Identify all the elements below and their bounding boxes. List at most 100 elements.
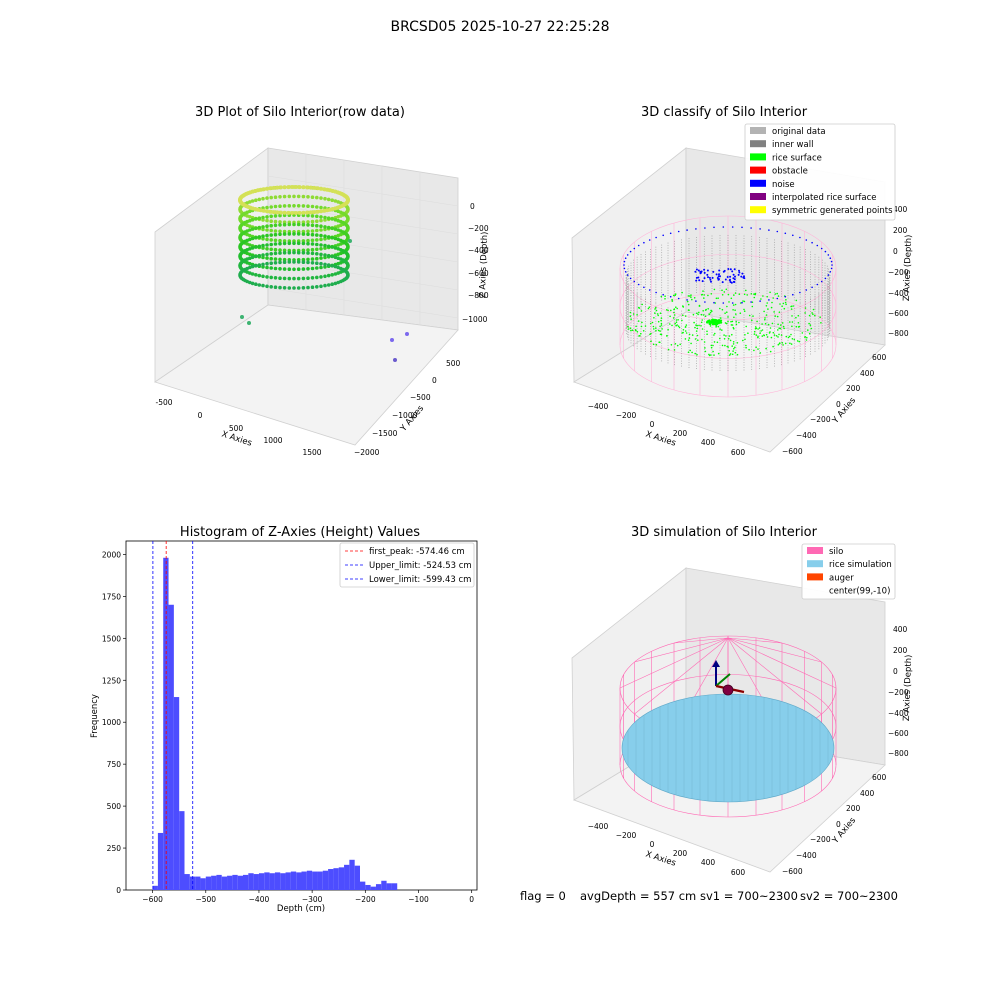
simulation-rice-surface xyxy=(621,693,835,803)
raw-point xyxy=(296,250,301,255)
raw-point xyxy=(254,282,258,287)
raw-xtick: 1500 xyxy=(302,448,321,457)
raw-point xyxy=(265,224,269,228)
raw-point xyxy=(323,253,327,257)
rice-surface-point xyxy=(690,294,692,296)
noise-point xyxy=(776,297,779,300)
rice-surface-point xyxy=(657,320,660,323)
noise-point xyxy=(704,227,706,229)
raw-point xyxy=(301,251,306,255)
rice-surface-point xyxy=(781,305,783,308)
raw-point xyxy=(301,194,306,199)
raw-point xyxy=(315,233,319,237)
raw-point xyxy=(319,218,323,223)
raw-point xyxy=(315,195,319,200)
raw-point xyxy=(257,273,262,278)
rice-surface-point xyxy=(748,314,751,317)
raw-point xyxy=(282,194,287,199)
histogram-bar xyxy=(227,875,233,890)
noise-point xyxy=(637,244,640,247)
raw-point xyxy=(278,260,282,265)
raw-point xyxy=(310,266,315,271)
raw-point xyxy=(250,281,255,286)
raw-point xyxy=(319,186,323,191)
raw-point xyxy=(269,223,274,228)
raw-point xyxy=(336,224,341,228)
noise-point xyxy=(703,268,706,271)
raw-point xyxy=(326,216,331,220)
raw-point xyxy=(282,210,287,215)
raw-point xyxy=(306,213,310,218)
raw-point xyxy=(336,233,341,238)
rice-surface-point xyxy=(637,320,640,322)
raw-point xyxy=(261,253,265,257)
raw-point xyxy=(319,256,323,260)
raw-point xyxy=(257,253,262,258)
raw-point xyxy=(261,234,265,238)
raw-point xyxy=(301,229,306,234)
raw-point xyxy=(257,216,262,220)
rice-surface-point xyxy=(640,332,642,335)
rice-surface-point xyxy=(638,335,640,337)
raw-point xyxy=(282,241,287,246)
rice-surface-point xyxy=(751,319,753,322)
noise-point xyxy=(697,269,700,272)
noise-point xyxy=(703,277,706,280)
histogram-bar xyxy=(301,871,307,890)
raw-point xyxy=(278,223,282,227)
raw-point xyxy=(282,286,287,290)
rice-surface-point xyxy=(733,347,735,350)
raw-point xyxy=(312,185,317,190)
raw-ytick: 0 xyxy=(432,376,437,385)
rice-surface-point xyxy=(789,321,791,323)
rice-surface-point xyxy=(791,325,793,328)
raw-point xyxy=(310,195,315,199)
raw-point xyxy=(257,263,262,267)
noise-point xyxy=(633,280,636,283)
raw-point xyxy=(265,228,269,232)
raw-point xyxy=(273,257,278,261)
rice-surface-point xyxy=(766,295,768,298)
raw-point xyxy=(326,263,331,267)
rice-surface-point xyxy=(701,338,703,341)
raw-point xyxy=(296,194,301,199)
raw-point xyxy=(265,256,269,260)
raw-point xyxy=(273,238,278,243)
noise-point xyxy=(707,276,709,279)
rice-surface-point xyxy=(707,319,711,323)
raw-point xyxy=(292,276,296,281)
raw-point xyxy=(265,215,269,219)
raw-point xyxy=(310,214,315,218)
raw-point xyxy=(319,209,323,214)
rice-surface-point xyxy=(659,330,661,332)
raw-point xyxy=(326,253,331,258)
raw-ytick: −2000 xyxy=(354,448,380,457)
rice-surface-point xyxy=(657,314,659,317)
raw-point xyxy=(250,246,255,250)
raw-point xyxy=(315,275,319,280)
simulation-legend: silo rice simulation auger center(99,-10) xyxy=(801,543,896,600)
raw-point xyxy=(323,215,327,220)
rice-surface-point xyxy=(730,320,732,323)
raw-point xyxy=(306,204,310,208)
raw-point xyxy=(315,228,319,233)
histogram-title: Histogram of Z-Axies (Height) Values xyxy=(180,525,420,540)
raw-point xyxy=(254,245,258,249)
raw-point xyxy=(315,186,320,191)
raw-point xyxy=(315,252,319,256)
figure-suptitle: BRCSD05 2025-10-27 22:25:28 xyxy=(390,19,609,35)
raw-silo-points xyxy=(238,185,350,290)
rice-surface-point xyxy=(638,306,640,309)
raw-point xyxy=(292,222,296,227)
histogram-ytick-label: 0 xyxy=(116,886,121,895)
rice-surface-point xyxy=(659,325,661,328)
rice-surface-point xyxy=(761,329,764,331)
rice-surface-point xyxy=(819,316,821,319)
rice-surface-point xyxy=(629,327,632,330)
rice-surface-point xyxy=(684,330,687,332)
rice-surface-point xyxy=(771,322,774,325)
noise-point xyxy=(695,300,697,302)
raw-point xyxy=(315,219,319,223)
rice-surface-point xyxy=(782,302,785,305)
raw-point xyxy=(265,237,269,242)
